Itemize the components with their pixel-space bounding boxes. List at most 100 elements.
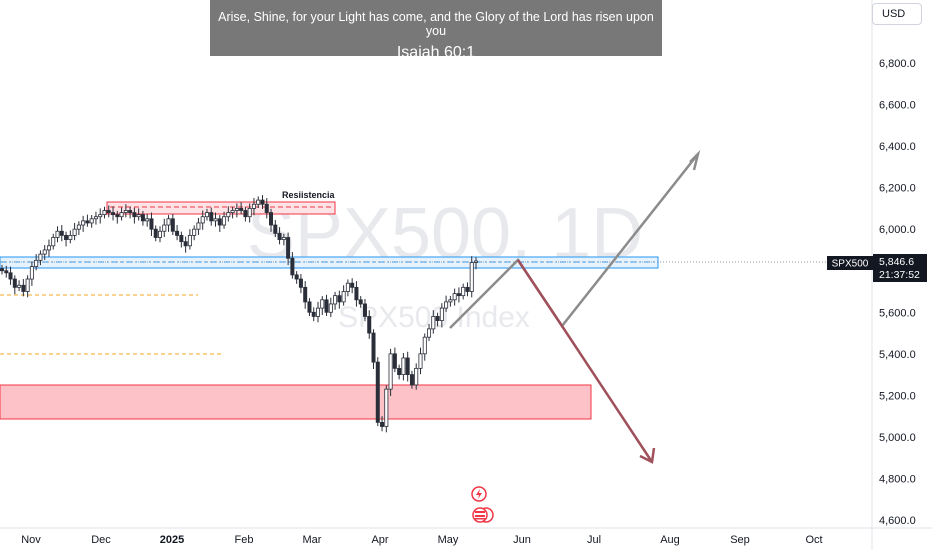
candle [448, 296, 453, 307]
candle [341, 285, 346, 306]
time-tick-label: 2025 [160, 534, 184, 546]
candle [59, 225, 64, 242]
time-tick-label: Dec [91, 534, 111, 546]
resistance-zone[interactable] [106, 201, 336, 215]
candle [89, 215, 94, 228]
projection-down-arrowhead [639, 447, 656, 464]
candle [222, 211, 227, 229]
candle [427, 323, 432, 341]
blue-zone[interactable] [0, 256, 659, 269]
candle [209, 207, 214, 226]
candle [397, 364, 402, 380]
candle [132, 207, 137, 224]
candle [119, 207, 124, 221]
candle [461, 283, 466, 300]
candle [273, 220, 278, 238]
candle [76, 221, 81, 235]
candle [25, 275, 30, 298]
candle [439, 303, 444, 328]
price-tick-label: 5,400.0 [879, 349, 916, 361]
candle [345, 279, 350, 297]
candle [115, 210, 120, 224]
candle [226, 206, 231, 222]
candle [328, 297, 333, 318]
time-tick-label: Mar [303, 534, 322, 546]
candle [187, 229, 192, 250]
candle [286, 232, 291, 266]
currency-button[interactable]: USD [872, 3, 922, 25]
time-tick-label: May [438, 534, 459, 546]
price-tick-label: 6,000.0 [879, 224, 916, 236]
projection-up-arrowhead [689, 149, 701, 171]
candle [452, 288, 457, 306]
candle [153, 225, 158, 242]
candle [85, 214, 90, 227]
candle [81, 215, 86, 232]
candle [8, 266, 13, 285]
candle [247, 203, 252, 223]
candle [388, 348, 393, 396]
candle [401, 352, 406, 381]
candle [217, 215, 222, 232]
candle [72, 222, 77, 241]
time-tick-label: Jun [513, 534, 531, 546]
candle [414, 363, 419, 390]
candle [435, 312, 440, 327]
candle [136, 208, 141, 221]
price-tick-label: 6,200.0 [879, 183, 916, 195]
candle [213, 212, 218, 227]
candle [192, 225, 197, 241]
time-tick-label: Jul [587, 534, 601, 546]
time-axis[interactable]: Nov Dec 2025 Feb Mar Apr May Jun Jul Aug Sep Oct [21, 534, 822, 546]
time-tick-label: Aug [660, 534, 680, 546]
projection-down-path[interactable] [516, 259, 654, 463]
symbol-tag [827, 256, 873, 270]
price-tag-value: 5,846.6 [879, 256, 914, 268]
candle [179, 231, 184, 248]
banner-quote: Arise, Shine, for your Light has come, a… [218, 10, 654, 38]
price-axis[interactable]: 6,800.0 6,600.0 6,400.0 6,200.0 6,000.0 5,600… [879, 58, 916, 527]
price-tick-label: 6,600.0 [879, 100, 916, 112]
candle [183, 236, 188, 253]
flash-event-icon[interactable] [471, 486, 487, 502]
candle [409, 370, 414, 389]
candle [111, 206, 116, 221]
candle [333, 291, 338, 310]
candle [17, 280, 22, 292]
candle [239, 202, 244, 215]
candle [68, 230, 73, 244]
time-tick-label: Oct [805, 534, 822, 546]
candle [290, 252, 295, 279]
symbol-tag-label: SPX500 [832, 259, 869, 270]
support-zone[interactable] [0, 384, 592, 420]
candle [12, 275, 17, 295]
candle [4, 265, 9, 278]
candle [55, 226, 60, 243]
candle [269, 208, 274, 232]
candle [170, 213, 175, 235]
price-tick-label: 6,800.0 [879, 58, 916, 70]
candle [422, 333, 427, 361]
candle [320, 296, 325, 315]
candle [166, 215, 171, 232]
candle [392, 347, 397, 373]
price-tick-label: 4,600.0 [879, 515, 916, 527]
candle [281, 233, 286, 246]
quote-banner: Arise, Shine, for your Light has come, a… [210, 0, 662, 61]
candle [367, 310, 372, 339]
candle [123, 204, 128, 218]
candle [277, 227, 282, 245]
price-tick-label: 5,000.0 [879, 432, 916, 444]
us-flag-event-icon[interactable] [472, 507, 494, 523]
time-tick-label: Sep [730, 534, 750, 546]
candle [106, 205, 111, 218]
candle [162, 218, 167, 238]
time-tick-label: Feb [235, 534, 254, 546]
candle [350, 278, 355, 294]
candle [145, 213, 150, 227]
candle [200, 210, 205, 230]
candle [315, 301, 320, 323]
candle [456, 287, 461, 303]
